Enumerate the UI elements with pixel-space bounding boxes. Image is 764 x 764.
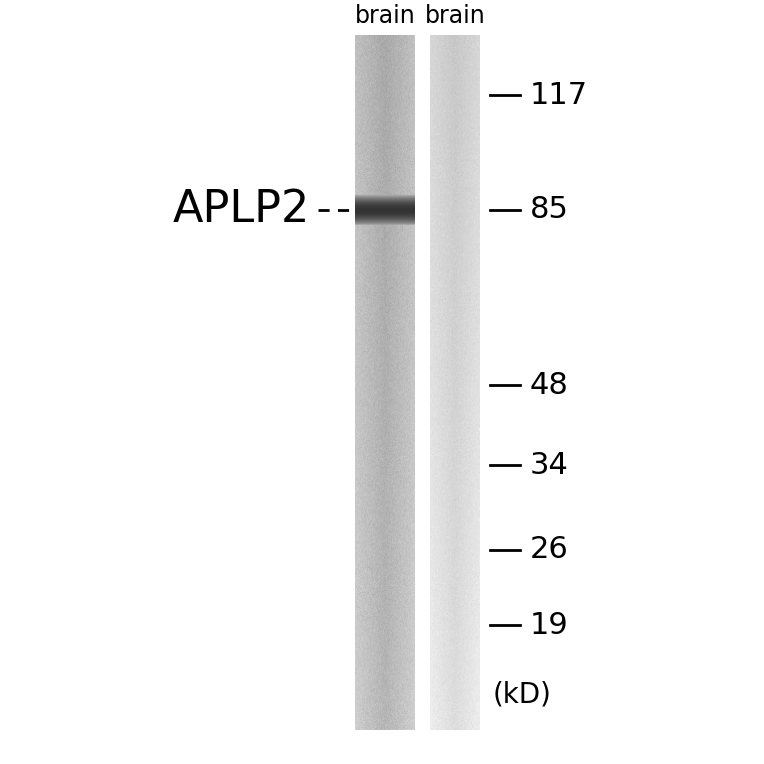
Text: 26: 26	[530, 536, 568, 565]
Text: 117: 117	[530, 80, 588, 109]
Text: brain: brain	[425, 4, 485, 28]
Text: 34: 34	[530, 451, 569, 480]
Text: 48: 48	[530, 371, 569, 400]
Text: APLP2: APLP2	[173, 189, 310, 231]
Text: 19: 19	[530, 610, 568, 639]
Text: 85: 85	[530, 196, 569, 225]
Text: (kD): (kD)	[493, 681, 552, 709]
Text: brain: brain	[354, 4, 416, 28]
